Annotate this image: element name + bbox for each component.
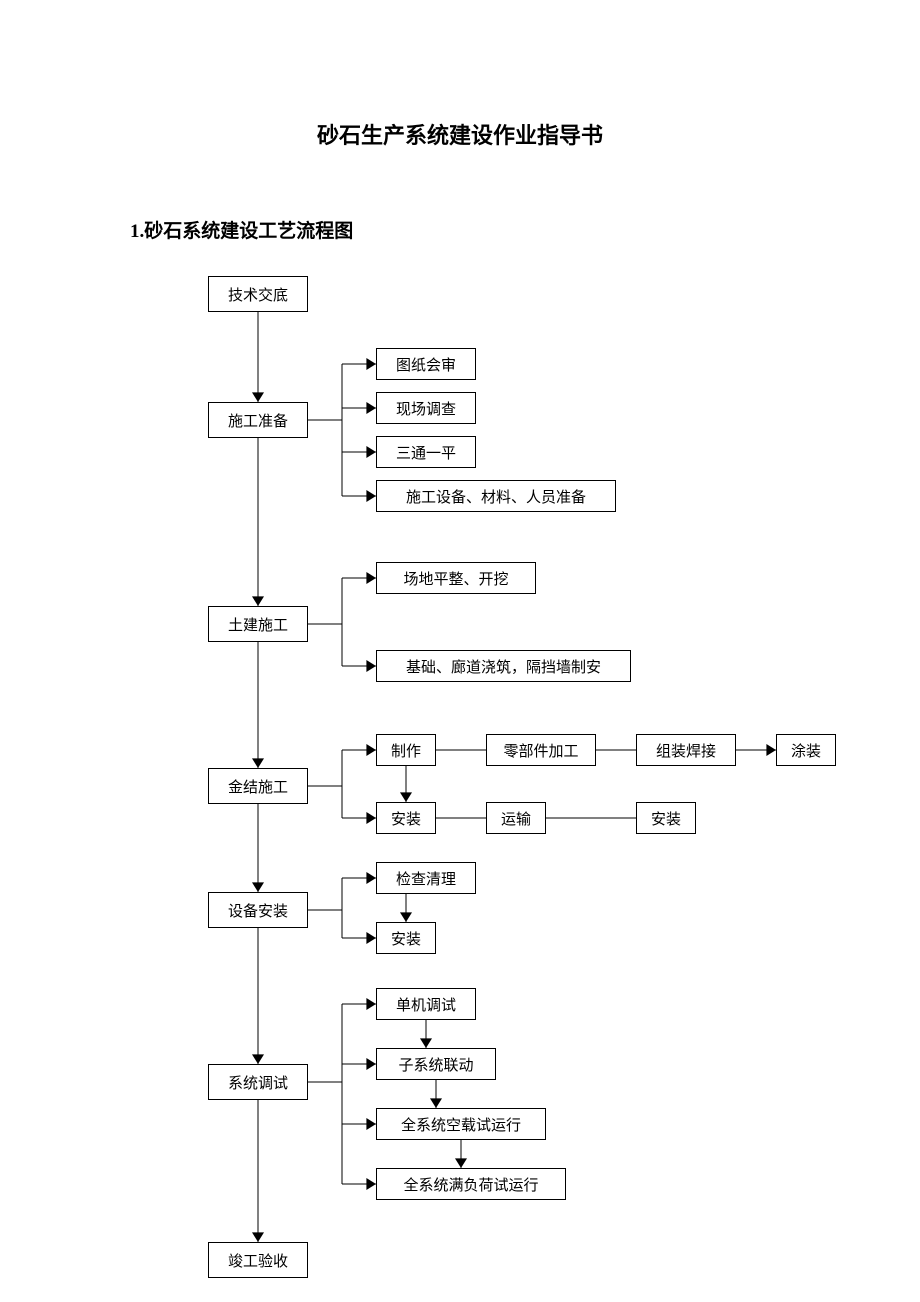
flow-node-n4c: 零部件加工 xyxy=(486,734,596,766)
flow-node-n3b: 基础、廊道浇筑，隔挡墙制安 xyxy=(376,650,631,682)
flow-node-n2a: 图纸会审 xyxy=(376,348,476,380)
flow-node-n4: 金结施工 xyxy=(208,768,308,804)
page-title: 砂石生产系统建设作业指导书 xyxy=(0,118,920,150)
flow-node-n4e: 涂装 xyxy=(776,734,836,766)
flow-node-n6b: 子系统联动 xyxy=(376,1048,496,1080)
flow-node-n5a: 检查清理 xyxy=(376,862,476,894)
flow-node-n6a: 单机调试 xyxy=(376,988,476,1020)
flow-node-n4g: 安装 xyxy=(636,802,696,834)
document-page: 砂石生产系统建设作业指导书 1.砂石系统建设工艺流程图 技术交底施工准备 图纸会审… xyxy=(0,0,920,1302)
flow-node-n4f: 运输 xyxy=(486,802,546,834)
flow-node-n6: 系统调试 xyxy=(208,1064,308,1100)
flow-node-n4b: 安装 xyxy=(376,802,436,834)
flow-node-n1: 技术交底 xyxy=(208,276,308,312)
flow-node-n7: 竣工验收 xyxy=(208,1242,308,1278)
flow-node-n5b: 安装 xyxy=(376,922,436,954)
flow-node-n2: 施工准备 xyxy=(208,402,308,438)
flow-node-n6d: 全系统满负荷试运行 xyxy=(376,1168,566,1200)
flow-node-n3: 土建施工 xyxy=(208,606,308,642)
flow-node-n2d: 施工设备、材料、人员准备 xyxy=(376,480,616,512)
section-title: 1.砂石系统建设工艺流程图 xyxy=(130,216,353,243)
flow-node-n2c: 三通一平 xyxy=(376,436,476,468)
flow-node-n2b: 现场调查 xyxy=(376,392,476,424)
flow-node-n3a: 场地平整、开挖 xyxy=(376,562,536,594)
flow-node-n4d: 组装焊接 xyxy=(636,734,736,766)
flow-node-n4a: 制作 xyxy=(376,734,436,766)
flow-node-n6c: 全系统空载试运行 xyxy=(376,1108,546,1140)
flow-node-n5: 设备安装 xyxy=(208,892,308,928)
